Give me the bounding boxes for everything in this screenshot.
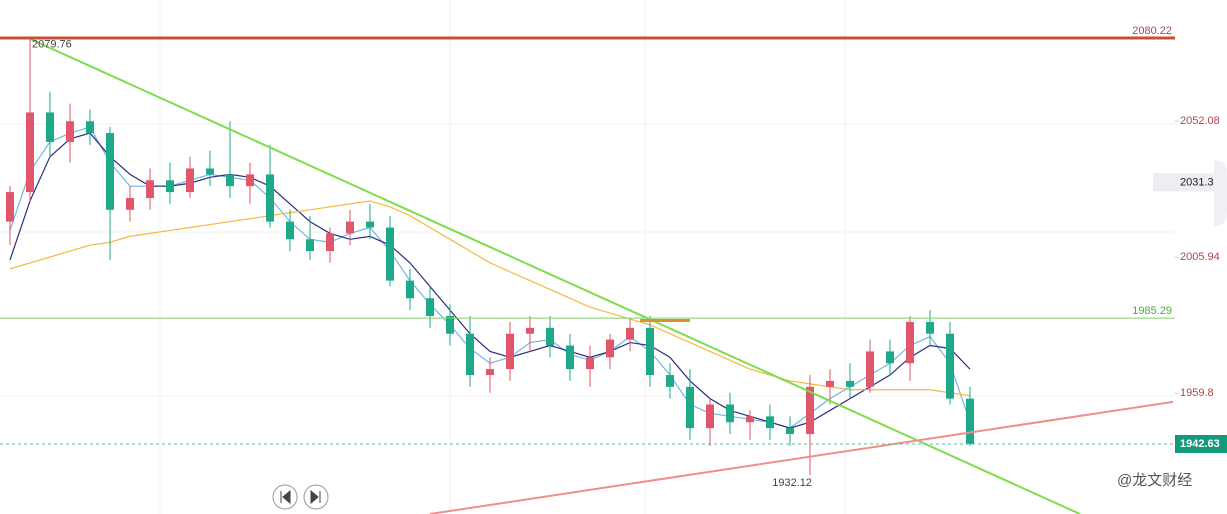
candle-body (946, 333, 954, 399)
annotation: 1932.12 (772, 477, 812, 489)
price-label: 1942.63 (1180, 438, 1220, 450)
candle-body (366, 221, 374, 228)
candle-body (966, 398, 974, 444)
candle-body (106, 133, 114, 210)
candle-body (926, 321, 934, 334)
candle-body (26, 112, 34, 193)
candle-body (666, 375, 674, 387)
candle-body (206, 168, 214, 175)
candle-body (526, 327, 534, 334)
candle-body (386, 227, 394, 281)
candle-body (466, 333, 474, 376)
price-label: 2080.22 (1132, 25, 1172, 37)
candle-body (326, 233, 334, 252)
y-tick-label: 2052.08 (1180, 115, 1220, 127)
candle-body (46, 112, 54, 142)
candle-body (546, 327, 554, 346)
candle-body (66, 121, 74, 142)
trendline (27, 37, 1081, 514)
candle-body (86, 121, 94, 134)
candle-body (406, 280, 414, 299)
side-tab[interactable] (1214, 160, 1227, 226)
grid (0, 0, 1175, 514)
candle-body (226, 174, 234, 187)
candle-body (726, 404, 734, 423)
y-tick-label: 2005.94 (1180, 251, 1220, 263)
candle-body (686, 386, 694, 429)
candle-body (886, 351, 894, 364)
candle-body (566, 345, 574, 370)
candle-body (826, 380, 834, 387)
candle-body (806, 386, 814, 435)
candle-body (746, 416, 754, 423)
candle-body (246, 174, 254, 187)
candle-body (266, 174, 274, 222)
candle-body (146, 180, 154, 198)
candle-body (766, 416, 774, 429)
candle-body (126, 197, 134, 210)
price-box (1175, 434, 1227, 453)
candle-body (626, 327, 634, 340)
candle-body (706, 404, 714, 429)
candle-body (166, 180, 174, 193)
candle-body (306, 239, 314, 252)
hover-box (1153, 173, 1223, 192)
candle-body (786, 428, 794, 435)
y-tick-label: 1959.8 (1180, 387, 1214, 399)
price-label: 1985.29 (1132, 305, 1172, 317)
trendline (429, 400, 1174, 514)
candle-body (646, 327, 654, 376)
watermark: @龙文财经 (1117, 472, 1192, 489)
prev-icon (280, 489, 291, 505)
candle-body (6, 192, 14, 222)
candle-body (486, 369, 494, 376)
next-icon (310, 489, 321, 505)
candle-body (506, 333, 514, 370)
candle-body (586, 357, 594, 370)
nav-buttons[interactable] (272, 484, 329, 510)
candle-body (866, 351, 874, 387)
candle-body (606, 339, 614, 358)
candle-body (286, 221, 294, 240)
hover-label: 2031.3 (1180, 176, 1214, 188)
candle-body (846, 380, 854, 387)
candle-body (426, 298, 434, 317)
candle-body (186, 168, 194, 193)
candle-body (906, 321, 914, 364)
annotation: 2079.76 (32, 38, 72, 50)
candle-body (446, 316, 454, 334)
candle-body (346, 221, 354, 234)
